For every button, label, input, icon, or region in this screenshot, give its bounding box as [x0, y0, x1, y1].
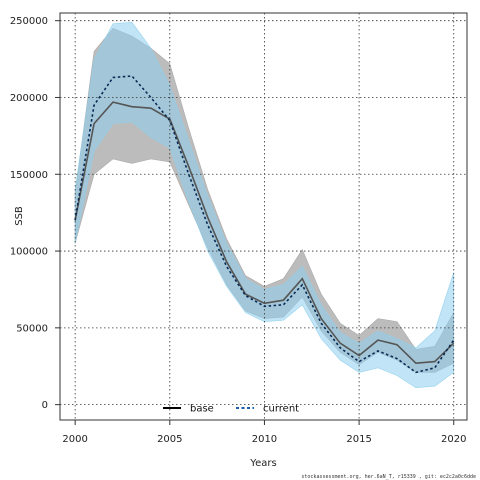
- y-tick-label: 50000: [16, 323, 48, 334]
- legend: base current: [163, 404, 299, 415]
- y-tick-label: 200000: [10, 93, 48, 104]
- legend-label-base: base: [190, 404, 214, 415]
- series-lines: [74, 75, 455, 374]
- series-line-current: [74, 75, 455, 374]
- y-tick-label: 250000: [10, 16, 48, 27]
- plot-frame: [59, 12, 468, 421]
- y-tick-label: 100000: [10, 247, 48, 258]
- x-tick-label: 2000: [62, 434, 87, 445]
- x-tick-label: 2020: [441, 434, 466, 445]
- legend-label-current: current: [263, 404, 299, 415]
- x-axis-label: Years: [249, 458, 276, 469]
- y-axis-label: SSB: [14, 206, 25, 226]
- y-axis: 0 50000 100000 150000 200000 250000: [10, 16, 60, 411]
- series-line-base: [74, 101, 455, 365]
- x-tick-label: 2015: [346, 434, 371, 445]
- x-tick-label: 2010: [252, 434, 277, 445]
- y-tick-label: 150000: [10, 170, 48, 181]
- y-tick-label: 0: [42, 400, 48, 411]
- x-tick-label: 2005: [157, 434, 182, 445]
- x-axis: 2000 2005 2010 2015 2020: [62, 420, 466, 445]
- footnote: stockassessment.org, her.6aN_T, r15339 ,…: [301, 474, 476, 480]
